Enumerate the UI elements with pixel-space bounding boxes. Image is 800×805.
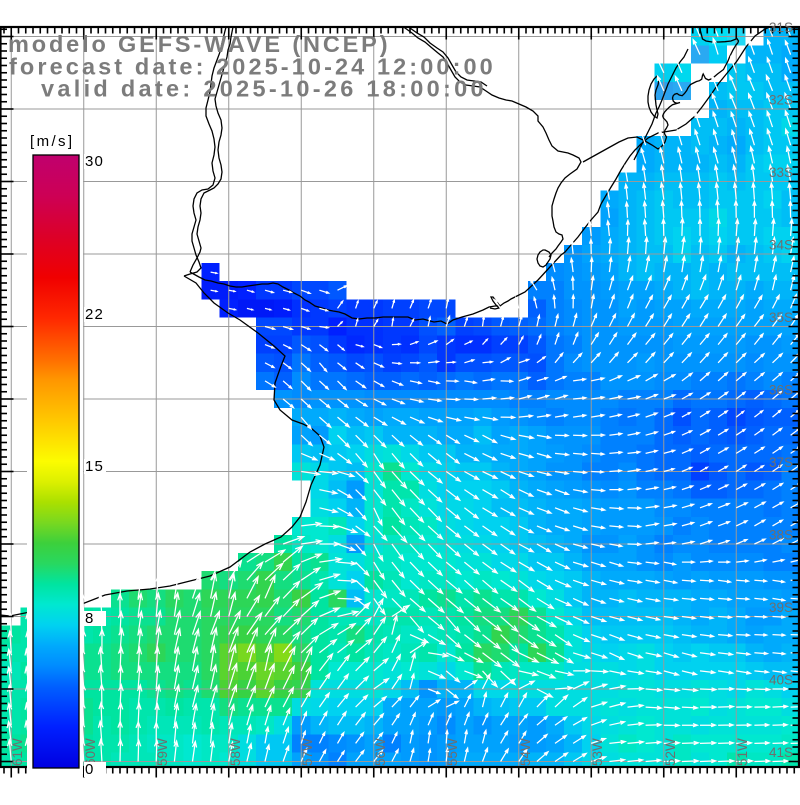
svg-text:37S: 37S xyxy=(769,455,793,470)
svg-text:60W: 60W xyxy=(83,738,98,766)
svg-text:61W: 61W xyxy=(10,738,25,766)
svg-text:54W: 54W xyxy=(518,738,533,766)
svg-text:34S: 34S xyxy=(769,238,793,253)
svg-text:8: 8 xyxy=(85,610,95,627)
svg-text:38S: 38S xyxy=(769,528,793,543)
svg-text:58W: 58W xyxy=(228,738,243,766)
svg-text:39S: 39S xyxy=(769,600,793,615)
svg-text:35S: 35S xyxy=(769,310,793,325)
svg-text:53W: 53W xyxy=(590,738,605,766)
svg-text:56W: 56W xyxy=(373,738,388,766)
svg-text:57W: 57W xyxy=(300,738,315,766)
svg-text:[m/s]: [m/s] xyxy=(30,133,75,150)
svg-text:0: 0 xyxy=(85,761,95,778)
svg-text:55W: 55W xyxy=(445,738,460,766)
svg-text:40S: 40S xyxy=(769,673,793,688)
svg-text:52W: 52W xyxy=(663,738,678,766)
svg-text:32S: 32S xyxy=(769,93,793,108)
svg-text:36S: 36S xyxy=(769,383,793,398)
svg-text:30: 30 xyxy=(85,153,104,170)
svg-text:valid date: 2025-10-26 18:00:0: valid date: 2025-10-26 18:00:00 xyxy=(41,76,487,102)
svg-text:forecast date: 2025-10-24 12:0: forecast date: 2025-10-24 12:00:00 xyxy=(9,54,496,80)
svg-text:59W: 59W xyxy=(155,738,170,766)
svg-text:31S: 31S xyxy=(769,20,793,35)
svg-text:15: 15 xyxy=(85,458,104,475)
svg-text:modelo GEFS-WAVE (NCEP): modelo GEFS-WAVE (NCEP) xyxy=(8,31,390,57)
svg-text:22: 22 xyxy=(85,306,104,323)
svg-text:41S: 41S xyxy=(769,745,793,760)
svg-text:33S: 33S xyxy=(769,165,793,180)
svg-text:51W: 51W xyxy=(735,738,750,766)
